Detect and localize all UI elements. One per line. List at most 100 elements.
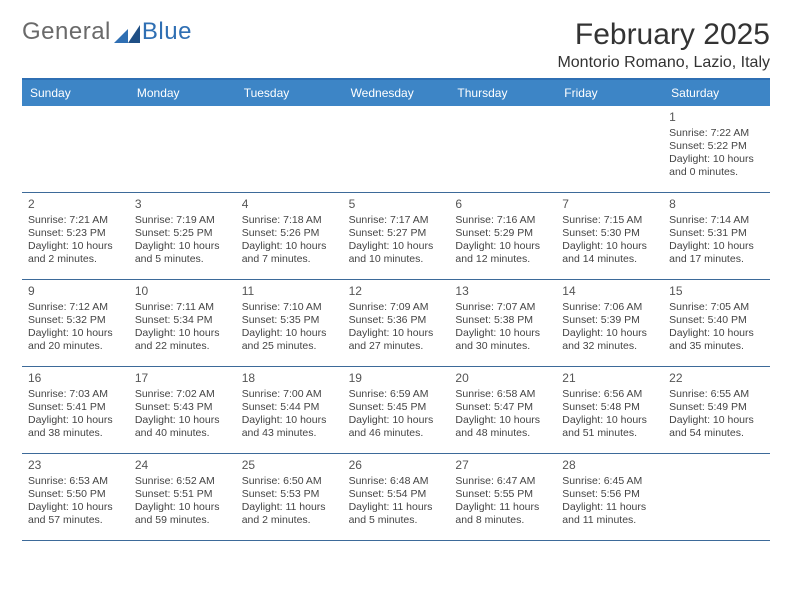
day-cell: 27Sunrise: 6:47 AMSunset: 5:55 PMDayligh… xyxy=(449,454,556,540)
sunset-line: Sunset: 5:44 PM xyxy=(242,401,337,414)
sunset-line: Sunset: 5:43 PM xyxy=(135,401,230,414)
sunset-line: Sunset: 5:23 PM xyxy=(28,227,123,240)
day-cell: 2Sunrise: 7:21 AMSunset: 5:23 PMDaylight… xyxy=(22,193,129,279)
day-cell: 6Sunrise: 7:16 AMSunset: 5:29 PMDaylight… xyxy=(449,193,556,279)
daylight-line: Daylight: 10 hours and 2 minutes. xyxy=(28,240,123,266)
sunset-line: Sunset: 5:34 PM xyxy=(135,314,230,327)
sunset-line: Sunset: 5:27 PM xyxy=(349,227,444,240)
daylight-line: Daylight: 10 hours and 43 minutes. xyxy=(242,414,337,440)
day-cell: 14Sunrise: 7:06 AMSunset: 5:39 PMDayligh… xyxy=(556,280,663,366)
day-number: 25 xyxy=(242,458,337,473)
day-cell: 25Sunrise: 6:50 AMSunset: 5:53 PMDayligh… xyxy=(236,454,343,540)
day-cell xyxy=(343,106,450,192)
daylight-line: Daylight: 10 hours and 5 minutes. xyxy=(135,240,230,266)
day-cell: 17Sunrise: 7:02 AMSunset: 5:43 PMDayligh… xyxy=(129,367,236,453)
sunset-line: Sunset: 5:40 PM xyxy=(669,314,764,327)
dow-cell: Friday xyxy=(556,80,663,106)
day-cell: 13Sunrise: 7:07 AMSunset: 5:38 PMDayligh… xyxy=(449,280,556,366)
logo-text-gray: General xyxy=(22,18,111,46)
sunset-line: Sunset: 5:56 PM xyxy=(562,488,657,501)
daylight-line: Daylight: 10 hours and 7 minutes. xyxy=(242,240,337,266)
daylight-line: Daylight: 10 hours and 46 minutes. xyxy=(349,414,444,440)
location-label: Montorio Romano, Lazio, Italy xyxy=(557,54,770,72)
sunrise-line: Sunrise: 6:53 AM xyxy=(28,475,123,488)
daylight-line: Daylight: 10 hours and 30 minutes. xyxy=(455,327,550,353)
sunset-line: Sunset: 5:49 PM xyxy=(669,401,764,414)
calendar-grid: 1Sunrise: 7:22 AMSunset: 5:22 PMDaylight… xyxy=(22,106,770,541)
day-cell: 1Sunrise: 7:22 AMSunset: 5:22 PMDaylight… xyxy=(663,106,770,192)
week-row: 9Sunrise: 7:12 AMSunset: 5:32 PMDaylight… xyxy=(22,280,770,367)
daylight-line: Daylight: 10 hours and 14 minutes. xyxy=(562,240,657,266)
day-number: 23 xyxy=(28,458,123,473)
day-cell: 23 Sunrise: 6:53 AMSunset: 5:50 PMDayligh… xyxy=(22,454,129,540)
sunrise-line: Sunrise: 7:15 AM xyxy=(562,214,657,227)
sunrise-line: Sunrise: 6:55 AM xyxy=(669,388,764,401)
day-cell xyxy=(556,106,663,192)
sunrise-line: Sunrise: 6:50 AM xyxy=(242,475,337,488)
sunset-line: Sunset: 5:50 PM xyxy=(28,488,123,501)
day-cell: 11Sunrise: 7:10 AMSunset: 5:35 PMDayligh… xyxy=(236,280,343,366)
sunrise-line: Sunrise: 7:22 AM xyxy=(669,127,764,140)
sunrise-line: Sunrise: 7:06 AM xyxy=(562,301,657,314)
day-number: 21 xyxy=(562,371,657,386)
sunrise-line: Sunrise: 7:05 AM xyxy=(669,301,764,314)
day-number: 9 xyxy=(28,284,123,299)
sunset-line: Sunset: 5:25 PM xyxy=(135,227,230,240)
header: General Blue February 2025 Montorio Roma… xyxy=(22,18,770,72)
sunrise-line: Sunrise: 7:10 AM xyxy=(242,301,337,314)
sunset-line: Sunset: 5:48 PM xyxy=(562,401,657,414)
dow-cell: Monday xyxy=(129,80,236,106)
day-cell: 26Sunrise: 6:48 AMSunset: 5:54 PMDayligh… xyxy=(343,454,450,540)
day-number: 8 xyxy=(669,197,764,212)
day-number: 6 xyxy=(455,197,550,212)
day-number: 10 xyxy=(135,284,230,299)
sunrise-line: Sunrise: 6:45 AM xyxy=(562,475,657,488)
sunset-line: Sunset: 5:53 PM xyxy=(242,488,337,501)
dow-cell: Sunday xyxy=(22,80,129,106)
sunrise-line: Sunrise: 7:00 AM xyxy=(242,388,337,401)
day-cell: 21Sunrise: 6:56 AMSunset: 5:48 PMDayligh… xyxy=(556,367,663,453)
daylight-line: Daylight: 10 hours and 12 minutes. xyxy=(455,240,550,266)
sunrise-line: Sunrise: 7:18 AM xyxy=(242,214,337,227)
dow-cell: Tuesday xyxy=(236,80,343,106)
sunset-line: Sunset: 5:47 PM xyxy=(455,401,550,414)
sunrise-line: Sunrise: 7:09 AM xyxy=(349,301,444,314)
day-number: 18 xyxy=(242,371,337,386)
sunrise-line: Sunrise: 7:14 AM xyxy=(669,214,764,227)
day-cell: 9Sunrise: 7:12 AMSunset: 5:32 PMDaylight… xyxy=(22,280,129,366)
day-cell: 7Sunrise: 7:15 AMSunset: 5:30 PMDaylight… xyxy=(556,193,663,279)
logo: General Blue xyxy=(22,18,192,46)
day-cell: 22Sunrise: 6:55 AMSunset: 5:49 PMDayligh… xyxy=(663,367,770,453)
day-cell: 4Sunrise: 7:18 AMSunset: 5:26 PMDaylight… xyxy=(236,193,343,279)
day-cell: 28Sunrise: 6:45 AMSunset: 5:56 PMDayligh… xyxy=(556,454,663,540)
daylight-line: Daylight: 10 hours and 20 minutes. xyxy=(28,327,123,353)
day-number: 7 xyxy=(562,197,657,212)
daylight-line: Daylight: 10 hours and 10 minutes. xyxy=(349,240,444,266)
sunrise-line: Sunrise: 7:21 AM xyxy=(28,214,123,227)
daylight-line: Daylight: 11 hours and 11 minutes. xyxy=(562,501,657,527)
week-row: 2Sunrise: 7:21 AMSunset: 5:23 PMDaylight… xyxy=(22,193,770,280)
daylight-line: Daylight: 10 hours and 59 minutes. xyxy=(135,501,230,527)
week-row: 23Sunrise: 6:53 AMSunset: 5:50 PMDayligh… xyxy=(22,454,770,541)
day-number: 3 xyxy=(135,197,230,212)
daylight-line: Daylight: 11 hours and 5 minutes. xyxy=(349,501,444,527)
sunrise-line: Sunrise: 7:02 AM xyxy=(135,388,230,401)
daylight-line: Daylight: 10 hours and 40 minutes. xyxy=(135,414,230,440)
logo-text-blue: Blue xyxy=(142,18,192,46)
daylight-line: Daylight: 10 hours and 27 minutes. xyxy=(349,327,444,353)
day-cell: 16Sunrise: 7:03 AMSunset: 5:41 PMDayligh… xyxy=(22,367,129,453)
day-cell xyxy=(236,106,343,192)
sunrise-line: Sunrise: 6:58 AM xyxy=(455,388,550,401)
sunrise-line: Sunrise: 7:16 AM xyxy=(455,214,550,227)
day-cell: 20Sunrise: 6:58 AMSunset: 5:47 PMDayligh… xyxy=(449,367,556,453)
sunrise-line: Sunrise: 7:11 AM xyxy=(135,301,230,314)
week-row: 16Sunrise: 7:03 AMSunset: 5:41 PMDayligh… xyxy=(22,367,770,454)
sunset-line: Sunset: 5:22 PM xyxy=(669,140,764,153)
day-number: 11 xyxy=(242,284,337,299)
sunrise-line: Sunrise: 6:56 AM xyxy=(562,388,657,401)
daylight-line: Daylight: 10 hours and 57 minutes. xyxy=(28,501,123,527)
daylight-line: Daylight: 10 hours and 32 minutes. xyxy=(562,327,657,353)
sunset-line: Sunset: 5:54 PM xyxy=(349,488,444,501)
week-row: 1Sunrise: 7:22 AMSunset: 5:22 PMDaylight… xyxy=(22,106,770,193)
day-cell: 19Sunrise: 6:59 AMSunset: 5:45 PMDayligh… xyxy=(343,367,450,453)
